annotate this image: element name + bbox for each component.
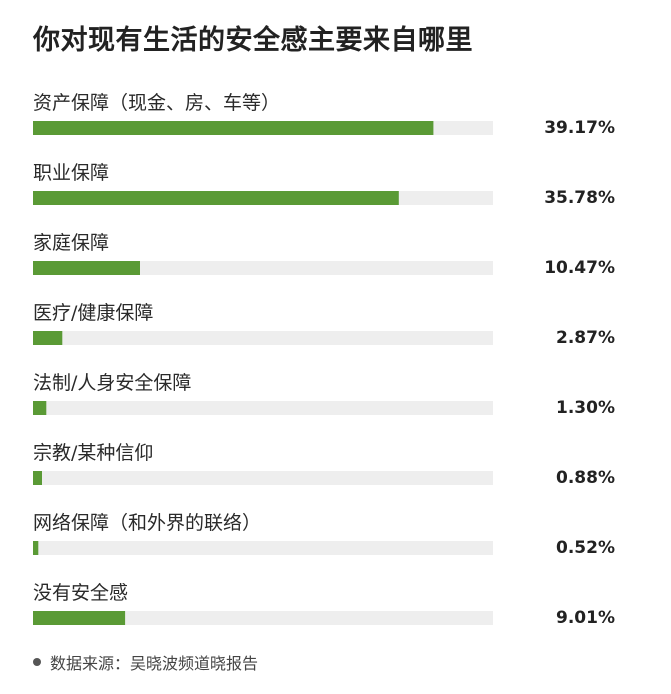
bullet-dot-icon bbox=[33, 658, 41, 666]
bar-track bbox=[33, 471, 493, 485]
value-label: 0.52% bbox=[556, 538, 615, 558]
value-label: 0.88% bbox=[556, 468, 615, 488]
bar bbox=[33, 331, 63, 345]
bar bbox=[33, 471, 42, 485]
category-label: 宗教/某种信仰 bbox=[33, 442, 153, 464]
bar-row: 职业保障 35.78% bbox=[33, 162, 615, 208]
bar bbox=[33, 541, 39, 555]
category-label: 网络保障（和外界的联络） bbox=[33, 512, 261, 534]
bar-track bbox=[33, 261, 493, 275]
bar bbox=[33, 121, 434, 135]
category-label: 职业保障 bbox=[33, 162, 109, 184]
bar-row: 家庭保障 10.47% bbox=[33, 232, 615, 278]
bar-row: 法制/人身安全保障 1.30% bbox=[33, 372, 615, 418]
bar-track bbox=[33, 611, 493, 625]
value-label: 10.47% bbox=[544, 258, 615, 278]
chart-title: 你对现有生活的安全感主要来自哪里 bbox=[33, 25, 473, 56]
category-label: 家庭保障 bbox=[33, 232, 109, 254]
bar bbox=[33, 261, 140, 275]
bar bbox=[33, 191, 399, 205]
value-label: 39.17% bbox=[544, 118, 615, 138]
bar-track bbox=[33, 541, 493, 555]
bar-row: 网络保障（和外界的联络） 0.52% bbox=[33, 512, 615, 558]
bar-row: 医疗/健康保障 2.87% bbox=[33, 302, 615, 348]
bar-row: 宗教/某种信仰 0.88% bbox=[33, 442, 615, 488]
source-text: 数据来源：吴晓波频道晓报告 bbox=[50, 654, 259, 673]
value-label: 1.30% bbox=[556, 398, 615, 418]
value-label: 2.87% bbox=[556, 328, 615, 348]
category-label: 医疗/健康保障 bbox=[33, 302, 153, 324]
value-label: 35.78% bbox=[544, 188, 615, 208]
value-label: 9.01% bbox=[556, 608, 615, 628]
category-label: 法制/人身安全保障 bbox=[33, 372, 191, 394]
bar-track bbox=[33, 401, 493, 415]
bar-track bbox=[33, 331, 493, 345]
category-label: 资产保障（现金、房、车等） bbox=[33, 92, 280, 114]
bar-row: 资产保障（现金、房、车等） 39.17% bbox=[33, 92, 615, 138]
bar bbox=[33, 401, 47, 415]
bar bbox=[33, 611, 126, 625]
source-note: 数据来源：吴晓波频道晓报告 bbox=[33, 650, 258, 674]
bar-row: 没有安全感 9.01% bbox=[33, 582, 615, 628]
category-label: 没有安全感 bbox=[33, 582, 128, 604]
